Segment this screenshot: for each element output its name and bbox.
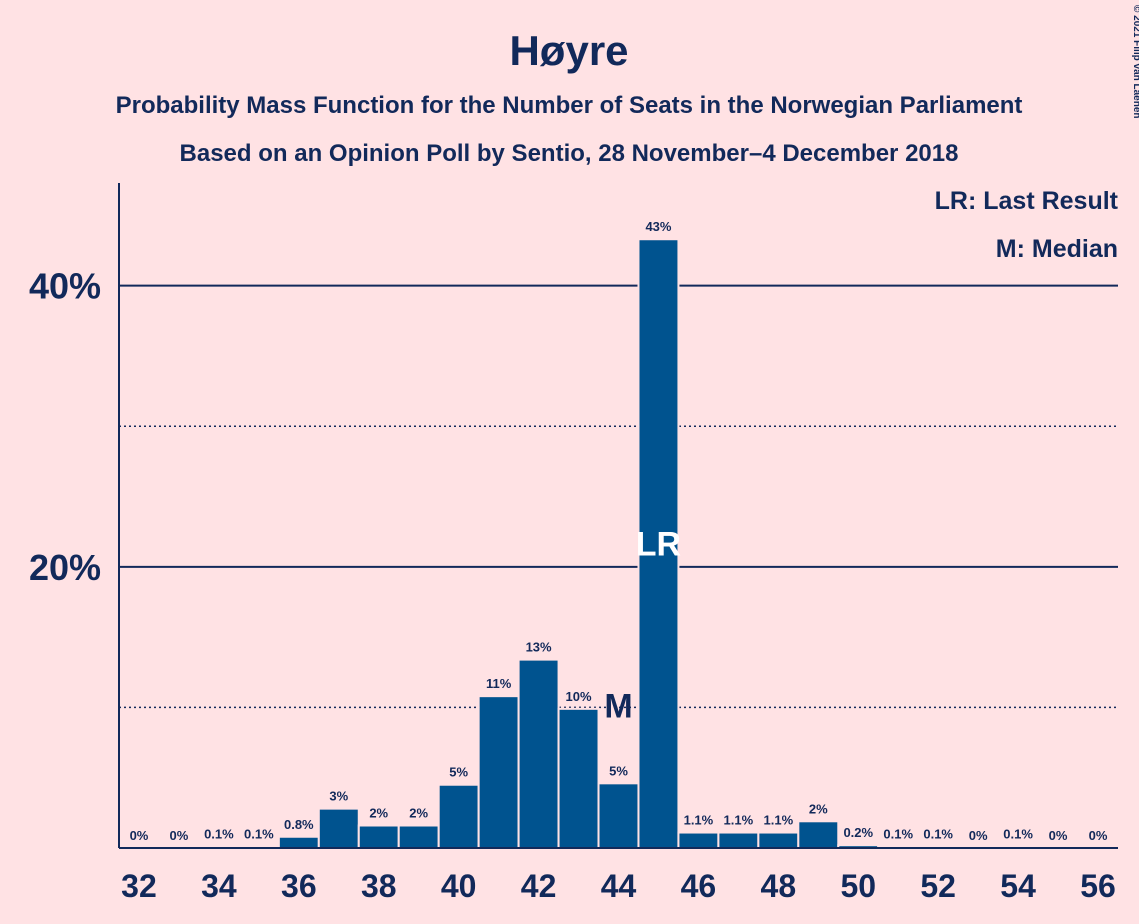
bar	[677, 831, 720, 850]
bar	[317, 807, 360, 850]
x-tick-label: 36	[281, 868, 317, 904]
value-label: 0.1%	[883, 827, 913, 842]
y-tick-label: 40%	[29, 266, 101, 307]
value-label: 2%	[809, 801, 828, 816]
value-label: 2%	[369, 806, 388, 821]
x-tick-label: 40	[441, 868, 477, 904]
bar	[437, 783, 480, 850]
value-label: 0.1%	[1003, 827, 1033, 842]
value-label: 0%	[130, 828, 149, 843]
legend-entry: LR: Last Result	[935, 187, 1119, 215]
bar	[597, 782, 640, 849]
value-label: 5%	[449, 765, 468, 780]
bar	[637, 238, 680, 849]
value-label: 5%	[609, 763, 628, 778]
value-label: 43%	[645, 219, 671, 234]
chart-subtitle: Based on an Opinion Poll by Sentio, 28 N…	[180, 140, 959, 167]
value-label: 1.1%	[724, 813, 754, 828]
chart-subtitle: Probability Mass Function for the Number…	[116, 92, 1023, 119]
copyright: © 2021 Filip van Laenen	[1131, 5, 1139, 119]
value-label: 1.1%	[764, 813, 794, 828]
x-tick-label: 44	[601, 868, 637, 904]
bar	[797, 820, 840, 850]
x-tick-label: 50	[840, 868, 876, 904]
value-label: 2%	[409, 806, 428, 821]
value-label: 0.1%	[204, 827, 234, 842]
value-label: 0.1%	[923, 827, 953, 842]
bar	[517, 658, 560, 849]
value-label: 0%	[170, 828, 189, 843]
bar	[397, 824, 440, 850]
x-tick-label: 52	[920, 868, 956, 904]
value-label: 1.1%	[684, 813, 714, 828]
legend-entry: M: Median	[996, 235, 1118, 263]
bar	[757, 831, 800, 850]
annotation: LR	[636, 526, 681, 564]
value-label: 3%	[329, 789, 348, 804]
x-tick-label: 54	[1000, 868, 1036, 904]
annotation: M	[604, 687, 632, 725]
x-tick-label: 34	[201, 868, 237, 904]
value-label: 0%	[1089, 828, 1108, 843]
value-label: 0%	[1049, 828, 1068, 843]
value-label: 0%	[969, 828, 988, 843]
bar	[477, 695, 520, 850]
value-label: 10%	[566, 689, 592, 704]
x-tick-label: 48	[761, 868, 797, 904]
bar	[357, 824, 400, 850]
x-tick-label: 46	[681, 868, 717, 904]
bar	[557, 707, 600, 850]
value-label: 0.8%	[284, 817, 314, 832]
x-tick-label: 38	[361, 868, 397, 904]
value-label: 11%	[486, 676, 512, 691]
chart-title: Høyre	[509, 27, 628, 74]
value-label: 13%	[526, 640, 552, 655]
x-tick-label: 42	[521, 868, 557, 904]
x-tick-label: 56	[1080, 868, 1116, 904]
value-label: 0.2%	[843, 825, 873, 840]
value-label: 0.1%	[244, 827, 274, 842]
y-tick-label: 20%	[29, 547, 101, 588]
bar	[717, 831, 760, 850]
bar	[277, 835, 320, 849]
x-tick-label: 32	[121, 868, 157, 904]
